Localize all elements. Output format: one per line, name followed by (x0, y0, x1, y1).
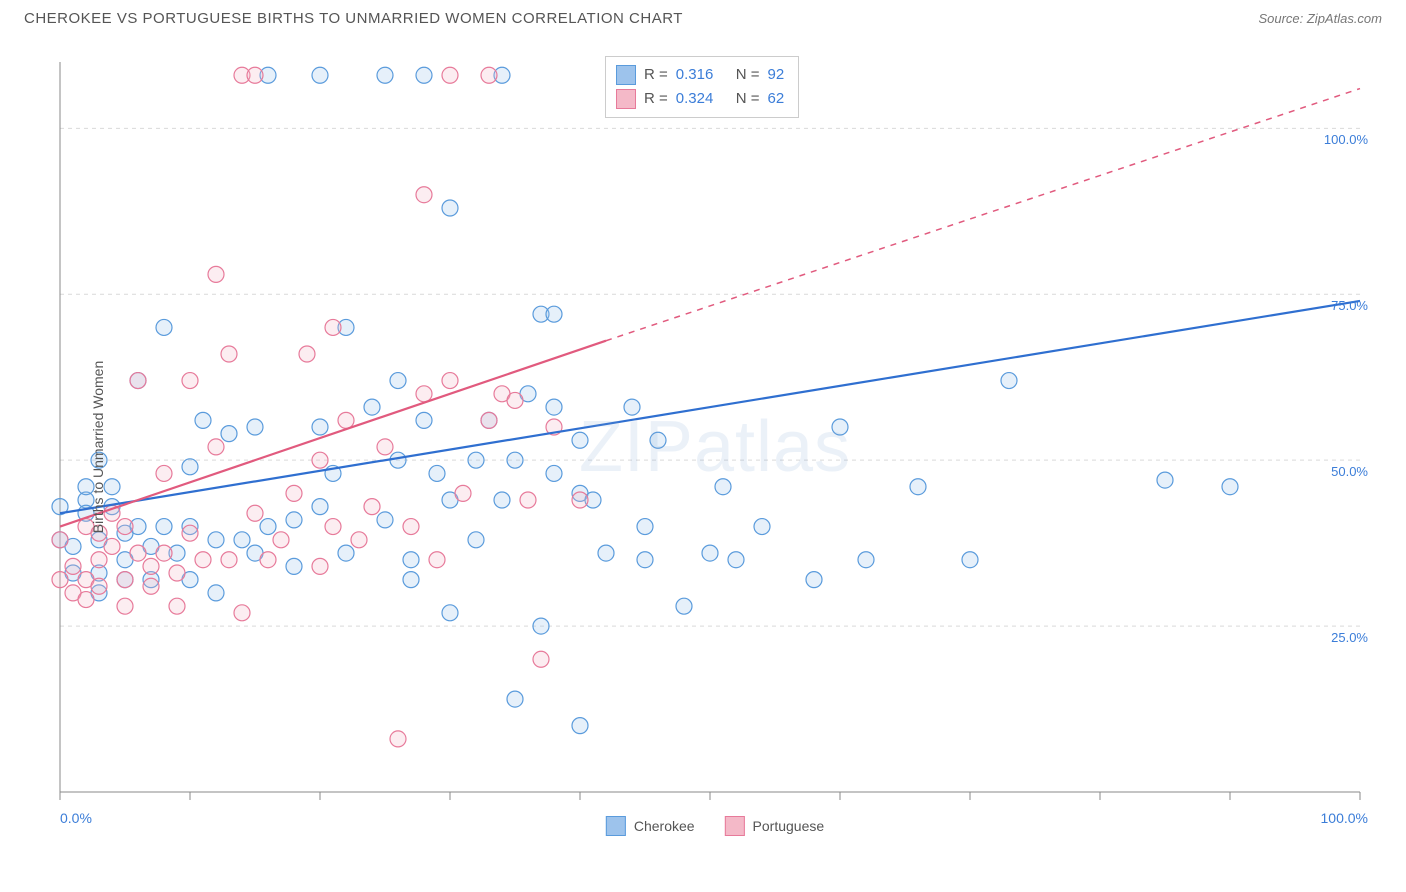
correlation-legend: R =0.316N =92R =0.324N =62 (605, 56, 799, 118)
legend-swatch (616, 89, 636, 109)
x-axis-start: 0.0% (60, 810, 92, 826)
y-tick-label: 100.0% (1324, 132, 1368, 147)
series-legend-item: Portuguese (725, 816, 825, 836)
chart-title: CHEROKEE VS PORTUGUESE BIRTHS TO UNMARRI… (24, 10, 683, 27)
n-value: 62 (768, 87, 785, 111)
legend-row: R =0.316N =92 (616, 63, 784, 87)
legend-swatch (616, 65, 636, 85)
scatter-chart (50, 52, 1380, 842)
x-axis-end: 100.0% (1321, 810, 1368, 826)
series-legend-item: Cherokee (606, 816, 695, 836)
y-tick-label: 25.0% (1331, 630, 1368, 645)
source-credit: Source: ZipAtlas.com (1258, 11, 1382, 26)
source-link[interactable]: ZipAtlas.com (1307, 11, 1382, 26)
r-value: 0.324 (676, 87, 728, 111)
y-tick-label: 50.0% (1331, 464, 1368, 479)
legend-swatch (606, 816, 626, 836)
y-axis-label: Births to Unmarried Women (90, 361, 106, 533)
series-legend: Cherokee Portuguese (606, 816, 824, 836)
legend-row: R =0.324N =62 (616, 87, 784, 111)
r-value: 0.316 (676, 63, 728, 87)
n-value: 92 (768, 63, 785, 87)
legend-swatch (725, 816, 745, 836)
chart-area: Births to Unmarried Women ZIPatlas R =0.… (50, 52, 1380, 842)
y-tick-label: 75.0% (1331, 298, 1368, 313)
